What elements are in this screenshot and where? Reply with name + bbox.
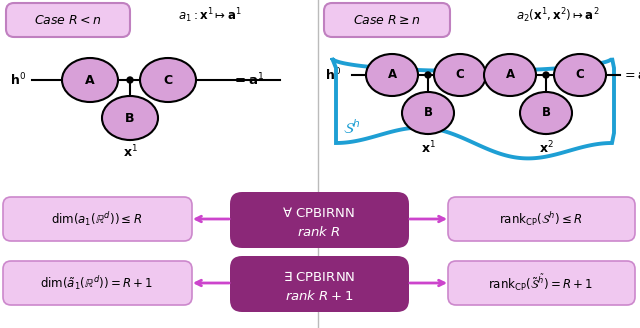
Text: rank $R$: rank $R$ <box>297 225 341 239</box>
Text: B: B <box>125 112 135 125</box>
FancyBboxPatch shape <box>3 197 192 241</box>
Text: $a_1 : \mathbf{x}^1 \mapsto \mathbf{a}^1$: $a_1 : \mathbf{x}^1 \mapsto \mathbf{a}^1… <box>178 7 242 25</box>
Text: A: A <box>506 69 515 81</box>
FancyBboxPatch shape <box>6 3 130 37</box>
Ellipse shape <box>62 58 118 102</box>
Circle shape <box>543 72 549 78</box>
Ellipse shape <box>140 58 196 102</box>
Text: A: A <box>85 73 95 87</box>
Ellipse shape <box>484 54 536 96</box>
Text: $\mathrm{rank}_{\mathrm{CP}}(\boldsymbol{\mathcal{S}}^h) \leq R$: $\mathrm{rank}_{\mathrm{CP}}(\boldsymbol… <box>499 210 582 228</box>
Text: rank $R+1$: rank $R+1$ <box>285 289 353 303</box>
Text: Case $R \geq n$: Case $R \geq n$ <box>353 13 421 27</box>
FancyBboxPatch shape <box>324 3 450 37</box>
Ellipse shape <box>554 54 606 96</box>
Text: B: B <box>424 107 433 119</box>
FancyBboxPatch shape <box>448 197 635 241</box>
FancyBboxPatch shape <box>448 261 635 305</box>
Ellipse shape <box>520 92 572 134</box>
Text: C: C <box>163 73 173 87</box>
Text: $\forall$ CPBIRNN: $\forall$ CPBIRNN <box>282 206 356 220</box>
Text: $\exists$ CPBIRNN: $\exists$ CPBIRNN <box>283 270 355 284</box>
Text: $\mathcal{S}^h$: $\mathcal{S}^h$ <box>343 119 361 137</box>
Text: C: C <box>456 69 465 81</box>
Text: $\dim(a_1(\mathbb{R}^d)) \leq R$: $\dim(a_1(\mathbb{R}^d)) \leq R$ <box>51 210 143 228</box>
Ellipse shape <box>434 54 486 96</box>
FancyBboxPatch shape <box>230 192 409 248</box>
Text: $\mathbf{x}^1$: $\mathbf{x}^1$ <box>420 140 435 156</box>
FancyBboxPatch shape <box>3 261 192 305</box>
Text: A: A <box>387 69 397 81</box>
Text: $\mathbf{x}^2$: $\mathbf{x}^2$ <box>539 140 554 156</box>
Text: $\dim(\tilde{a}_1(\mathbb{R}^d))=R+1$: $\dim(\tilde{a}_1(\mathbb{R}^d))=R+1$ <box>40 274 154 292</box>
Text: C: C <box>575 69 584 81</box>
Text: $\mathbf{h}^0$: $\mathbf{h}^0$ <box>325 67 341 83</box>
Circle shape <box>425 72 431 78</box>
Text: B: B <box>541 107 550 119</box>
Text: $\mathbf{h}^0$: $\mathbf{h}^0$ <box>10 72 26 88</box>
Text: $\mathbf{x}^1$: $\mathbf{x}^1$ <box>122 144 138 160</box>
Ellipse shape <box>402 92 454 134</box>
FancyBboxPatch shape <box>230 256 409 312</box>
Text: $a_2(\mathbf{x}^1,\mathbf{x}^2) \mapsto \mathbf{a}^2$: $a_2(\mathbf{x}^1,\mathbf{x}^2) \mapsto … <box>516 7 600 25</box>
Circle shape <box>127 77 133 83</box>
Text: $=\mathbf{a}^1$: $=\mathbf{a}^1$ <box>232 72 264 88</box>
Ellipse shape <box>366 54 418 96</box>
Text: Case $R < n$: Case $R < n$ <box>34 13 102 27</box>
Text: $=\mathbf{a}^2$: $=\mathbf{a}^2$ <box>622 67 640 83</box>
Ellipse shape <box>102 96 158 140</box>
Text: $\mathrm{rank}_{\mathrm{CP}}(\tilde{\boldsymbol{\mathcal{S}}}^{\tilde{h}})=R+1$: $\mathrm{rank}_{\mathrm{CP}}(\tilde{\bol… <box>488 273 593 294</box>
